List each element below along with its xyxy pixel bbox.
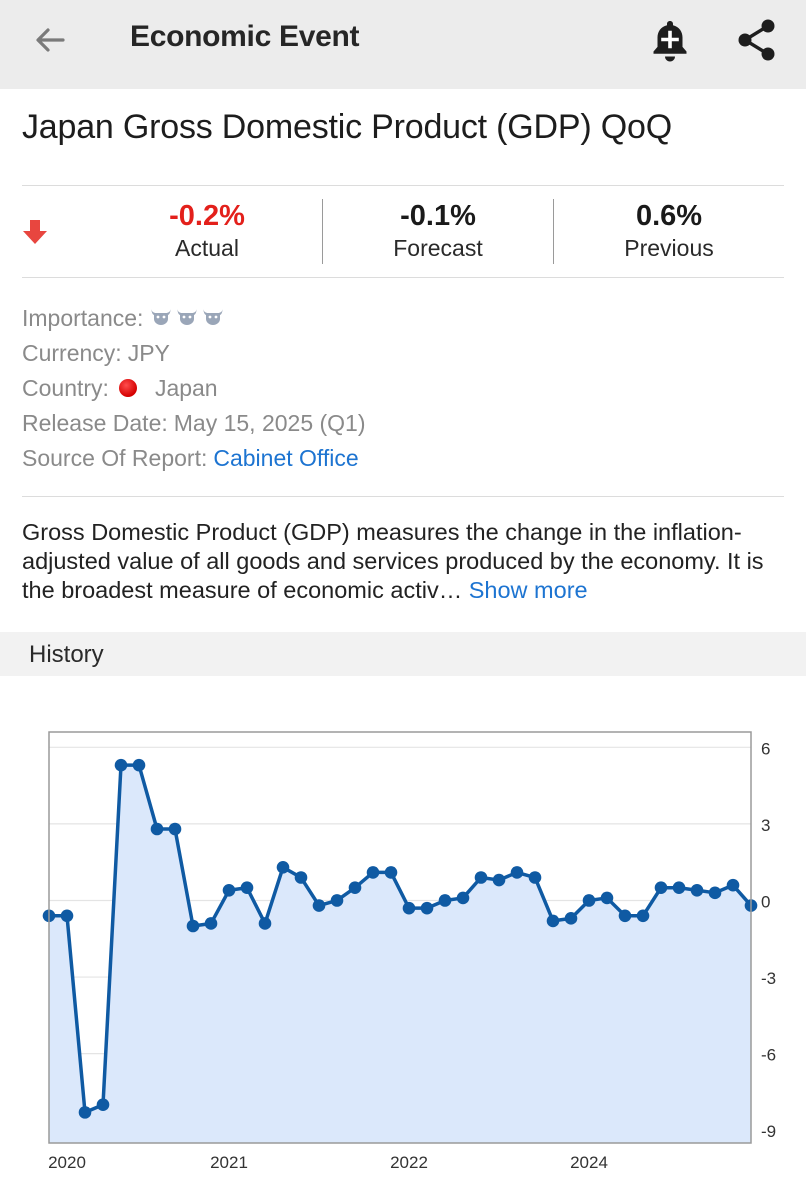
data-point	[402, 901, 416, 915]
previous-label: Previous	[624, 235, 714, 261]
country-label: Country:	[22, 374, 109, 401]
show-more-link[interactable]: Show more	[468, 577, 588, 603]
plot-frame	[48, 731, 752, 1144]
data-point	[546, 914, 560, 928]
data-point	[420, 901, 434, 915]
data-point	[492, 873, 506, 887]
data-point	[600, 891, 614, 905]
release-date-label: Release Date:	[22, 409, 168, 436]
forecast-label: Forecast	[393, 235, 483, 261]
share-icon[interactable]	[732, 14, 782, 66]
actual-stat: -0.2% Actual	[92, 200, 322, 262]
actual-value: -0.2%	[169, 200, 245, 232]
data-point	[528, 871, 542, 884]
data-point	[456, 891, 470, 905]
x-tick-label: 2022	[390, 1153, 428, 1172]
country-value: Japan	[154, 374, 218, 401]
y-tick-label: -3	[761, 969, 776, 988]
y-tick-label: 3	[761, 816, 770, 835]
bull-icon	[149, 302, 229, 334]
event-details: Importance: Currency: JPY Country: Japan…	[22, 300, 366, 475]
data-point	[312, 899, 326, 912]
history-header: History	[0, 632, 806, 676]
y-tick-label: 6	[761, 739, 770, 758]
actual-label: Actual	[175, 235, 239, 261]
back-arrow-icon[interactable]	[28, 18, 72, 62]
country-row: Country: Japan	[22, 370, 366, 405]
history-label: History	[29, 641, 104, 668]
divider	[22, 496, 784, 497]
divider	[22, 277, 784, 278]
data-point	[186, 919, 200, 933]
forecast-stat: -0.1% Forecast	[323, 200, 553, 262]
source-row: Source Of Report: Cabinet Office	[22, 440, 366, 475]
data-point	[204, 917, 218, 930]
release-date-value: May 15, 2025 (Q1)	[173, 409, 366, 436]
data-point	[564, 912, 578, 925]
data-point	[78, 1106, 92, 1119]
previous-stat: 0.6% Previous	[554, 200, 784, 262]
data-point	[258, 917, 272, 930]
data-point	[114, 758, 128, 772]
importance-label: Importance:	[22, 304, 144, 331]
stat-separator	[553, 199, 554, 264]
data-point	[60, 909, 74, 923]
previous-value: 0.6%	[635, 200, 703, 232]
history-chart-svg: 6 3 0 -3 -6 -9 2020 2021 2022 2024	[42, 731, 776, 1172]
x-tick-label: 2020	[48, 1153, 86, 1172]
data-point	[618, 909, 632, 923]
currency-value: JPY	[127, 339, 170, 366]
data-point	[708, 886, 722, 900]
source-label: Source Of Report:	[22, 444, 208, 471]
series-line	[49, 763, 753, 1115]
y-tick-label: -6	[761, 1046, 776, 1065]
data-point	[168, 822, 182, 836]
japan-flag-icon	[118, 378, 137, 397]
data-point	[726, 878, 740, 892]
y-tick-label: 0	[761, 892, 770, 911]
x-tick-label: 2024	[570, 1153, 608, 1172]
stat-separator	[322, 199, 323, 264]
data-point	[240, 881, 254, 895]
data-point	[132, 758, 146, 772]
app-bar: Economic Event	[0, 0, 806, 89]
currency-label: Currency:	[22, 339, 122, 366]
series-area	[49, 765, 751, 1143]
data-point	[438, 894, 452, 907]
source-link[interactable]: Cabinet Office	[213, 444, 359, 471]
data-point	[150, 822, 164, 836]
event-description: Gross Domestic Product (GDP) measures th…	[22, 518, 792, 605]
data-point	[690, 883, 704, 897]
data-point	[384, 866, 398, 879]
data-point	[510, 866, 524, 879]
data-point	[222, 883, 236, 897]
data-point	[366, 866, 380, 879]
data-point	[636, 909, 650, 923]
data-point	[330, 894, 344, 907]
y-tick-label: -9	[761, 1122, 776, 1141]
data-point	[582, 894, 596, 907]
data-point	[654, 881, 668, 895]
event-stats: -0.2% Actual -0.1% Forecast 0.6% Previou…	[0, 186, 806, 277]
x-tick-label: 2021	[210, 1153, 248, 1172]
importance-row: Importance:	[22, 300, 366, 335]
divider	[22, 185, 784, 186]
data-point	[672, 881, 686, 895]
history-chart: 6 3 0 -3 -6 -9 2020 2021 2022 2024	[0, 676, 806, 1188]
currency-row: Currency: JPY	[22, 335, 366, 370]
forecast-value: -0.1%	[400, 200, 476, 232]
data-point	[348, 881, 362, 895]
release-date-row: Release Date: May 15, 2025 (Q1)	[22, 405, 366, 440]
app-bar-title: Economic Event	[130, 20, 360, 53]
bell-plus-icon[interactable]	[645, 14, 695, 66]
data-point	[276, 860, 290, 874]
data-point	[474, 871, 488, 884]
down-arrow-icon	[22, 220, 48, 249]
event-title: Japan Gross Domestic Product (GDP) QoQ	[22, 108, 672, 146]
description-text: Gross Domestic Product (GDP) measures th…	[22, 519, 764, 603]
data-point	[96, 1098, 110, 1112]
data-point	[294, 871, 308, 884]
